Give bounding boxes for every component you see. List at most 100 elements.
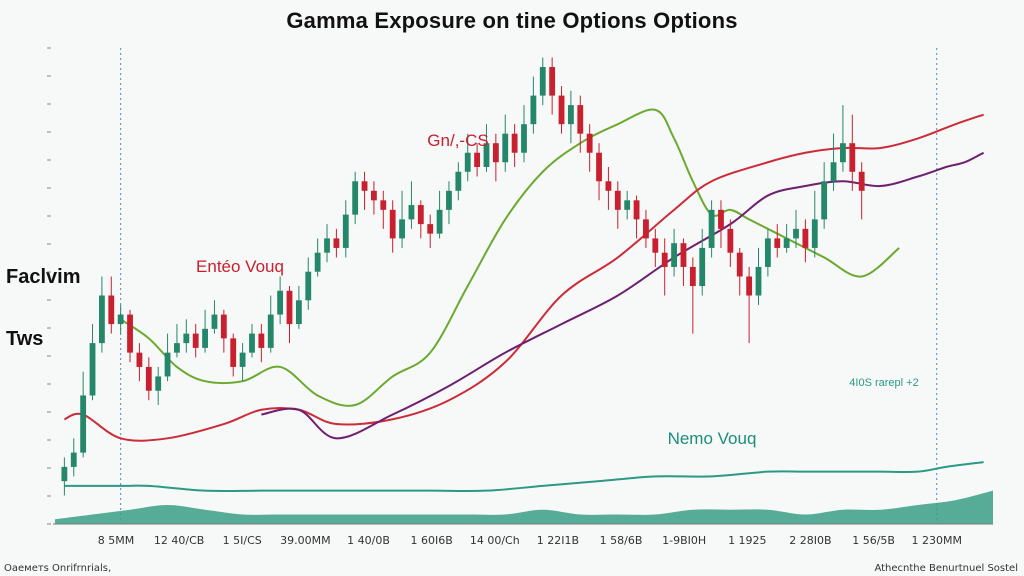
- candle-74: [755, 247, 762, 306]
- candle-41: [446, 181, 452, 225]
- candle-15: [202, 309, 208, 353]
- area-series: [55, 490, 993, 524]
- candle-body: [352, 181, 359, 215]
- candle-body: [511, 133, 518, 153]
- footer-credit: Athecnthe Benurtnuel Sostel: [874, 563, 1018, 574]
- candle-body: [108, 295, 115, 325]
- candle-body: [408, 205, 415, 220]
- candle-22: [267, 295, 274, 353]
- candle-30: [342, 200, 349, 258]
- candle-body: [80, 395, 87, 453]
- candle-34: [380, 190, 387, 229]
- candle-body: [746, 276, 753, 296]
- annotation-2: Nemo Vouq: [668, 429, 757, 448]
- candle-body: [661, 252, 668, 267]
- candle-61: [633, 195, 640, 239]
- x-tick-label-13: 1 230MM: [911, 534, 961, 547]
- candle-48: [511, 124, 518, 167]
- candle-body: [192, 333, 199, 348]
- candle-body: [671, 243, 677, 267]
- candle-71: [727, 219, 734, 267]
- candle-body: [258, 333, 265, 348]
- candle-body: [633, 200, 640, 220]
- axes: 8 5MM 12 40/CB 1 5I/CS 39.00MM 1 40/0B 1 60I6…: [47, 47, 993, 547]
- candle-body: [295, 300, 302, 325]
- candle-63: [652, 228, 659, 267]
- line-series-purple: [261, 151, 985, 440]
- candle-body: [783, 238, 790, 248]
- candle-17: [220, 309, 227, 353]
- candle-28: [324, 224, 330, 263]
- candle-body: [680, 243, 687, 267]
- candle-6: [117, 305, 124, 334]
- candle-77: [783, 224, 790, 253]
- candle-body: [530, 95, 537, 125]
- candle-55: [577, 95, 584, 153]
- candle-body: [98, 295, 105, 344]
- candle-12: [174, 324, 180, 358]
- candle-38: [417, 200, 424, 239]
- candle-body: [764, 238, 771, 267]
- candle-body: [145, 366, 152, 391]
- candles: [61, 57, 865, 496]
- candle-body: [840, 143, 846, 163]
- candle-2: [80, 371, 87, 458]
- candle-body: [821, 181, 828, 220]
- candle-body: [596, 152, 602, 182]
- candle-51: [539, 57, 546, 106]
- candle-60: [624, 190, 631, 220]
- candle-body: [643, 219, 649, 239]
- candle-body: [474, 152, 481, 167]
- candle-18: [230, 333, 237, 377]
- candle-body: [220, 314, 227, 339]
- candle-body: [521, 124, 527, 153]
- x-tick-label-6: 14 00/Ch: [470, 534, 520, 547]
- candle-body: [586, 133, 593, 153]
- x-tick-label-5: 1 60I6B: [411, 534, 453, 547]
- candle-13: [183, 319, 190, 353]
- candle-3: [89, 324, 96, 401]
- x-tick-label-1: 12 40/CB: [154, 534, 204, 547]
- candle-body: [858, 171, 865, 191]
- candle-70: [718, 200, 724, 248]
- candle-body: [230, 338, 237, 367]
- candle-body: [736, 252, 743, 277]
- candle-body: [624, 200, 631, 210]
- candle-5: [108, 276, 115, 334]
- candle-body: [202, 328, 208, 348]
- candle-body: [371, 190, 377, 201]
- candle-body: [324, 238, 330, 253]
- candle-body: [127, 314, 133, 353]
- x-tick-label-2: 1 5I/CS: [223, 534, 262, 547]
- chart-title: Gamma Exposure on tine Options Options: [286, 8, 738, 33]
- candle-49: [521, 105, 527, 163]
- candle-83: [840, 105, 846, 172]
- candle-24: [286, 286, 293, 344]
- x-tick-label-3: 39.00MM: [280, 534, 330, 547]
- candle-31: [352, 171, 359, 225]
- area-series-4: [55, 490, 993, 524]
- candle-20: [249, 324, 255, 358]
- candle-80: [811, 190, 818, 258]
- candle-body: [333, 238, 340, 248]
- candle-body: [249, 333, 255, 353]
- footer-source: Оаеметs Onrifrnrials,: [4, 563, 112, 574]
- candle-11: [164, 333, 171, 382]
- candle-body: [314, 252, 321, 272]
- candle-body: [539, 67, 546, 96]
- candle-81: [821, 162, 828, 229]
- candle-32: [361, 171, 368, 210]
- candle-66: [680, 238, 687, 286]
- candle-82: [830, 133, 837, 191]
- annotation-3: 4I0S rarepl +2: [849, 377, 918, 389]
- candle-body: [549, 67, 556, 96]
- candle-body: [614, 190, 621, 210]
- candle-body: [399, 219, 405, 239]
- candle-62: [643, 209, 649, 248]
- candle-47: [502, 114, 509, 172]
- candle-53: [558, 86, 565, 134]
- line-series-red: [63, 113, 984, 442]
- candle-body: [577, 105, 584, 134]
- candle-body: [136, 352, 143, 367]
